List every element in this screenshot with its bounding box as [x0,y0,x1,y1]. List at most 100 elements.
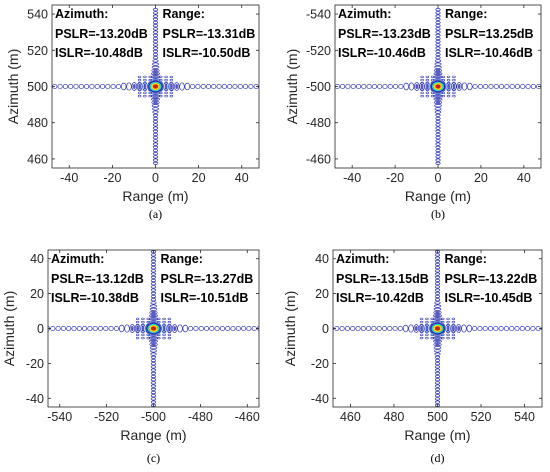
azimuth-annotation-title: Azimuth: [336,252,389,266]
azimuth-sidelobe [152,27,159,31]
azimuth-sidelobe [435,161,441,165]
azimuth-sidelobe [152,56,159,60]
cross-sidelobe [446,317,450,321]
azimuth-sidelobe [433,310,442,315]
range-sidelobe [340,83,346,90]
cross-sidelobe [425,333,429,337]
range-sidelobe [265,84,269,88]
y-tick-label: 460 [27,152,48,166]
x-tick-label: 460 [340,410,361,424]
range-sidelobe [214,325,220,332]
x-tick-label: 0 [152,171,159,185]
azimuth-sidelobe-core [434,337,441,339]
azimuth-sidelobe-core [152,98,159,101]
range-sidelobe [525,325,531,332]
range-sidelobe-core [168,325,171,332]
azimuth-sidelobe [150,291,157,295]
azimuth-sidelobe [434,269,441,273]
cross-sidelobe [430,333,434,337]
cross-sidelobe [164,75,168,79]
azimuth-sidelobe-core [153,69,158,72]
range-sidelobe [179,82,185,91]
azimuth-sidelobe [150,301,157,305]
azimuth-sidelobe [434,107,442,111]
range-sidelobe [456,82,462,91]
cross-sidelobe [420,78,424,82]
range-sidelobe [403,82,409,91]
azimuth-sidelobe [433,97,443,101]
azimuth-sidelobe [435,27,441,31]
azimuth-sidelobe-core [435,76,441,78]
range-sidelobe [477,325,483,332]
cross-sidelobe [137,82,142,85]
range-sidelobe [488,83,494,90]
y-axis-label: Azimuth (m) [1,291,17,366]
range-sidelobe [211,83,217,90]
azimuth-sidelobe-core [152,73,159,75]
azimuth-sidelobe [150,294,157,299]
cross-sidelobe [135,320,140,324]
azimuth-sidelobe [152,30,159,34]
azimuth-sidelobe [434,384,441,388]
cross-sidelobe [167,333,172,337]
range-sidelobe [345,83,351,90]
range-annotation-title: Range: [445,252,487,266]
cross-sidelobe [141,330,145,333]
cross-sidelobe [164,78,168,82]
azimuth-sidelobe [150,262,157,267]
range-sidelobe [126,82,132,91]
range-sidelobe [241,325,247,332]
cross-sidelobe [431,91,435,95]
azimuth-sidelobe [150,371,157,375]
range-sidelobe-core [136,325,140,332]
cross-sidelobe [441,333,445,337]
x-tick-label: -20 [103,171,121,185]
cross-sidelobe [446,336,450,340]
cross-sidelobe [169,82,174,85]
range-sidelobe-core [143,83,147,90]
range-sidelobe [209,325,215,332]
azimuth-sidelobe [150,282,157,286]
azimuth-sidelobe [151,100,160,105]
cross-sidelobe [162,324,166,327]
range-sidelobe [530,325,536,332]
cross-sidelobe [167,330,172,333]
range-sidelobe [230,325,236,332]
cross-sidelobe [143,75,147,79]
range-sidelobe-core [175,84,179,89]
cross-sidelobe [441,78,445,82]
azimuth-sidelobe-core [435,343,440,346]
range-sidelobe [466,324,473,333]
range-sidelobe [472,325,478,332]
range-sidelobe [514,83,521,90]
range-sidelobe [193,325,199,332]
range-sidelobe [235,325,241,332]
range-sidelobe [398,83,404,90]
azimuth-sidelobe [434,304,441,308]
range-sidelobe [519,325,525,332]
cross-sidelobe [446,94,451,98]
azimuth-sidelobe [150,272,157,276]
azimuth-sidelobe [435,11,441,15]
azimuth-sidelobe [150,358,157,363]
cross-sidelobe [143,94,147,98]
azimuth-sidelobe [434,291,441,295]
range-sidelobe [115,83,121,90]
azimuth-sidelobe [434,362,441,366]
range-sidelobe-core [415,84,419,89]
azimuth-sidelobe [152,59,159,63]
cross-sidelobe [431,75,435,79]
x-tick-label: -20 [386,171,404,185]
cross-sidelobe [167,320,172,324]
azimuth-sidelobe [152,24,159,28]
range-sidelobe [73,83,79,90]
range-sidelobe [504,83,510,90]
cross-sidelobe [164,88,168,91]
azimuth-islr: ISLR=-10.46dB [338,46,426,60]
range-sidelobe [424,323,430,334]
x-tick-label: 40 [235,171,249,185]
cross-sidelobe [425,82,430,85]
azimuth-sidelobe [433,75,443,79]
range-sidelobe [455,324,462,333]
azimuth-sidelobe [434,282,441,286]
